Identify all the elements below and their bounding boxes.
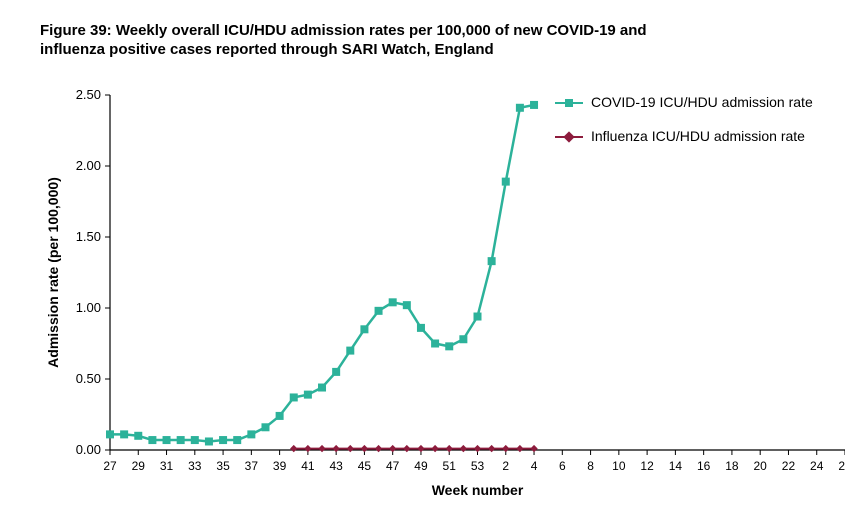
legend-item-influenza: Influenza ICU/HDU admission rate (555, 128, 845, 146)
svg-text:14: 14 (669, 459, 683, 473)
legend: COVID-19 ICU/HDU admission rate Influenz… (555, 94, 845, 161)
svg-text:Admission rate (per 100,000): Admission rate (per 100,000) (45, 177, 61, 368)
svg-text:6: 6 (559, 459, 566, 473)
svg-text:4: 4 (531, 459, 538, 473)
svg-text:51: 51 (443, 459, 457, 473)
figure-container: { "title": "Figure 39: Weekly overall IC… (0, 0, 864, 530)
svg-text:0.50: 0.50 (76, 371, 101, 386)
svg-text:12: 12 (640, 459, 654, 473)
svg-text:49: 49 (414, 459, 428, 473)
svg-text:41: 41 (301, 459, 315, 473)
svg-text:27: 27 (103, 459, 117, 473)
svg-text:45: 45 (358, 459, 372, 473)
svg-text:35: 35 (216, 459, 230, 473)
svg-text:1.00: 1.00 (76, 300, 101, 315)
svg-text:18: 18 (725, 459, 739, 473)
legend-label-covid: COVID-19 ICU/HDU admission rate (591, 94, 845, 112)
svg-text:29: 29 (132, 459, 146, 473)
legend-label-influenza: Influenza ICU/HDU admission rate (591, 128, 845, 146)
svg-text:2: 2 (502, 459, 509, 473)
svg-text:0.00: 0.00 (76, 442, 101, 457)
svg-text:2.00: 2.00 (76, 158, 101, 173)
svg-text:1.50: 1.50 (76, 229, 101, 244)
legend-swatch-influenza (555, 130, 583, 144)
svg-text:31: 31 (160, 459, 174, 473)
svg-text:2.50: 2.50 (76, 87, 101, 102)
svg-text:33: 33 (188, 459, 202, 473)
svg-text:Week number: Week number (432, 482, 524, 498)
svg-text:53: 53 (471, 459, 485, 473)
svg-text:43: 43 (329, 459, 343, 473)
svg-text:39: 39 (273, 459, 287, 473)
svg-text:20: 20 (754, 459, 768, 473)
svg-text:24: 24 (810, 459, 824, 473)
svg-text:37: 37 (245, 459, 259, 473)
legend-item-covid: COVID-19 ICU/HDU admission rate (555, 94, 845, 112)
svg-text:22: 22 (782, 459, 796, 473)
svg-text:10: 10 (612, 459, 626, 473)
svg-text:26: 26 (838, 459, 845, 473)
svg-text:8: 8 (587, 459, 594, 473)
chart-title: Figure 39: Weekly overall ICU/HDU admiss… (40, 22, 680, 60)
svg-text:16: 16 (697, 459, 711, 473)
svg-text:47: 47 (386, 459, 400, 473)
legend-swatch-covid (555, 96, 583, 110)
